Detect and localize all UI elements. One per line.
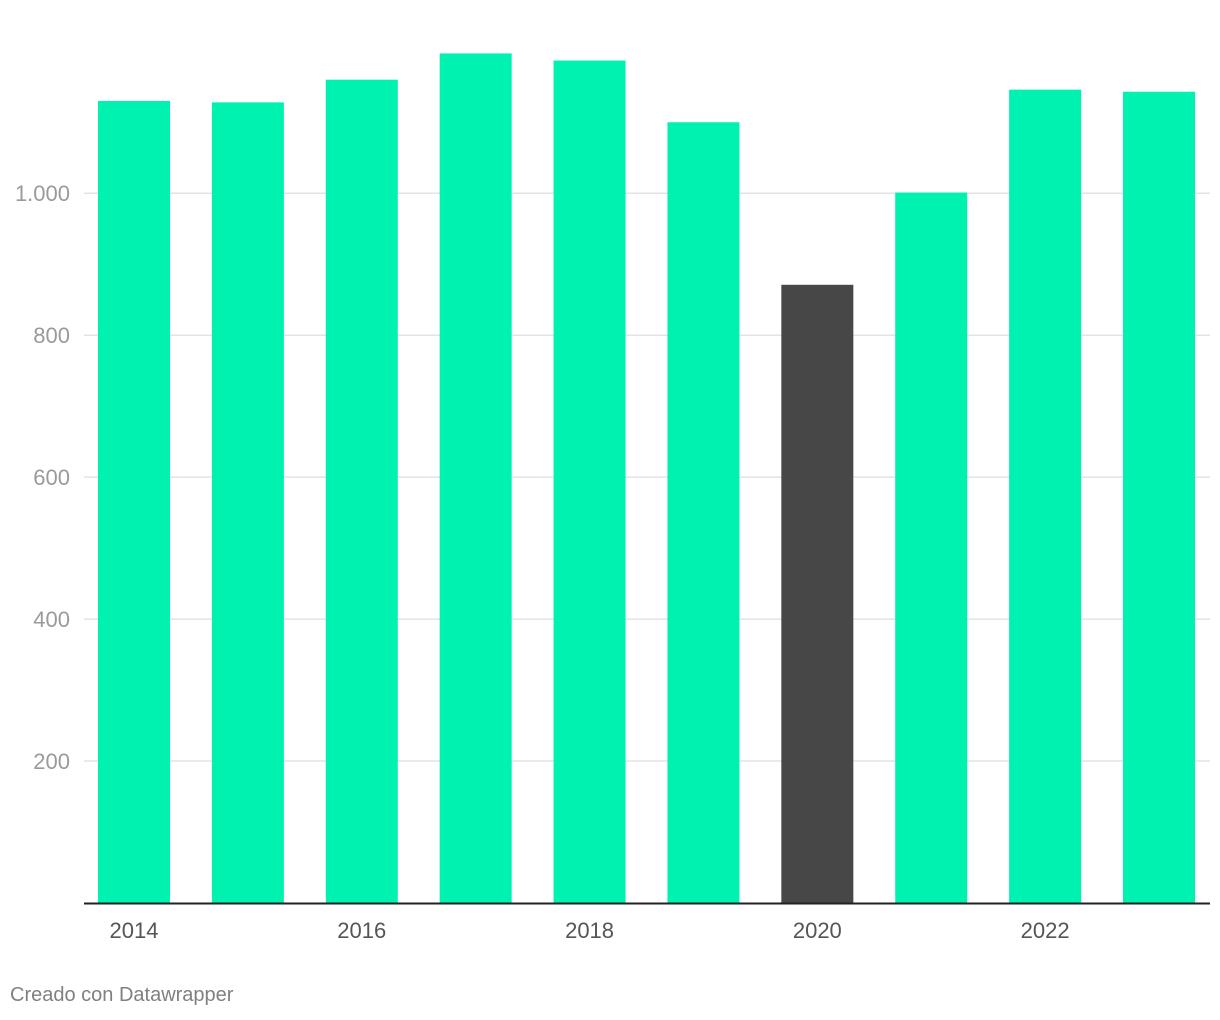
- bar-2018: [553, 60, 626, 903]
- datawrapper-credit: Creado con Datawrapper: [10, 984, 234, 1006]
- bars: [98, 53, 1195, 904]
- bar-2014: [98, 100, 170, 904]
- y-tick-label: 600: [33, 465, 70, 490]
- bar-2020: [781, 284, 854, 903]
- y-tick-label: 200: [33, 749, 70, 774]
- bar-2015: [211, 102, 284, 903]
- bar-2023: [1123, 91, 1195, 903]
- x-tick-label: 2018: [565, 918, 614, 943]
- x-tick-label: 2022: [1021, 918, 1070, 943]
- y-tick-label: 1.000: [15, 181, 70, 206]
- bar-2021: [895, 192, 968, 903]
- x-tick-label: 2020: [793, 918, 842, 943]
- y-tick-label: 800: [33, 323, 70, 348]
- bar-2016: [325, 79, 398, 904]
- tick-labels: 200 400 600 800 1.000 2014 2016 2018 2020 2022: [15, 181, 1070, 943]
- bar-2017: [439, 53, 512, 904]
- bar-2019: [667, 122, 740, 903]
- y-tick-label: 400: [33, 607, 70, 632]
- x-tick-label: 2014: [110, 918, 159, 943]
- x-tick-label: 2016: [337, 918, 386, 943]
- bar-2022: [1009, 89, 1082, 904]
